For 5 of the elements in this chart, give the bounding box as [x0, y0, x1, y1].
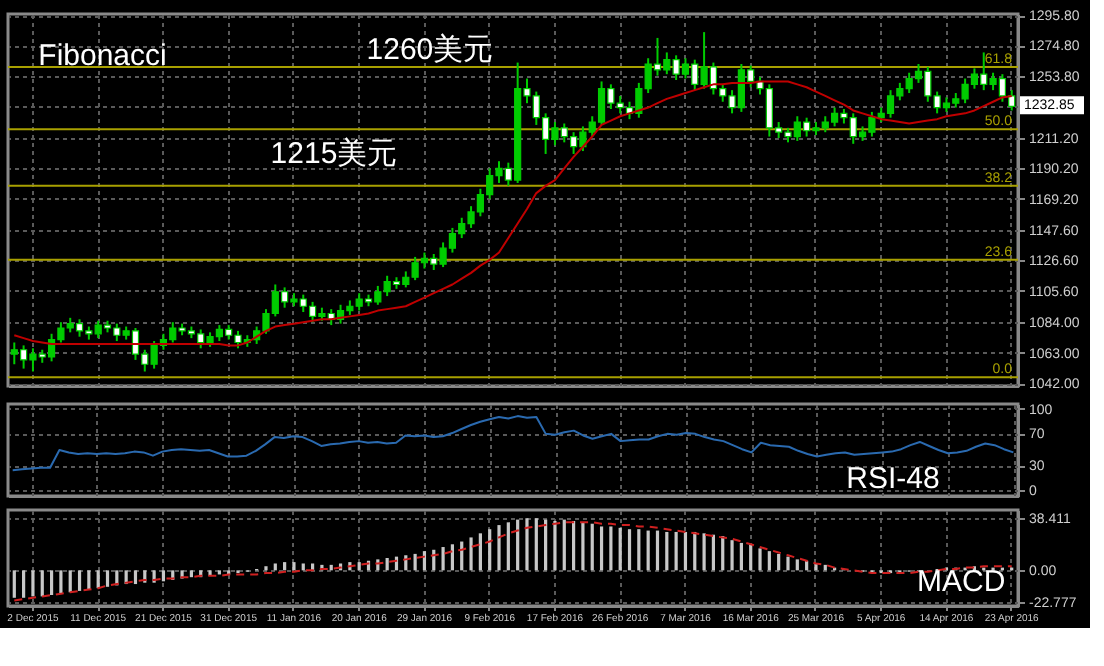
annotation: RSI-48 — [846, 461, 940, 496]
annotation: 1215美元 — [270, 137, 398, 172]
annotation: Fibonacci — [38, 38, 167, 73]
annotation: 1260美元 — [366, 32, 494, 67]
annotation: MACD — [917, 565, 1006, 600]
